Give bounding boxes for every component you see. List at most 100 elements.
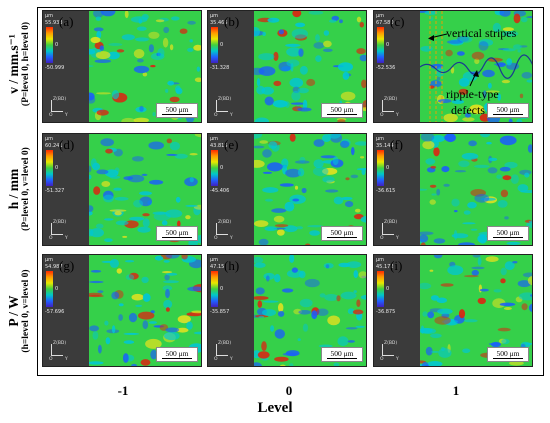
axis-z-label: Z(BD) <box>218 341 232 346</box>
scale-bar-label: 500 μm <box>496 228 520 237</box>
axis-z-label: Z(BD) <box>53 97 67 102</box>
axis-y-label: Y <box>230 236 233 241</box>
colorbar-zero: 0 <box>386 42 390 48</box>
scale-bar-label: 500 μm <box>496 349 520 358</box>
colorbar-area: μm 60.241 0 -51.327 Z(BD) O Y <box>43 134 89 245</box>
axis-z-label: Z(BD) <box>384 220 398 225</box>
scale-bar-label: 500 μm <box>330 105 354 114</box>
scale-bar: 500 μm <box>487 103 529 118</box>
scale-bar-label: 500 μm <box>165 349 189 358</box>
axis-o-label: O <box>380 236 384 241</box>
colorbar-zero: 0 <box>220 42 224 48</box>
scale-bar: 500 μm <box>156 103 198 118</box>
panel-label: (b) <box>224 14 240 29</box>
scale-bar-line <box>493 113 523 115</box>
colorbar-max: 67.580 <box>376 20 394 26</box>
colorbar-min: -51.327 <box>45 188 65 194</box>
axis-indicator: Z(BD) O Y <box>49 341 79 362</box>
axis-indicator: Z(BD) O Y <box>214 220 244 241</box>
panel-label: (e) <box>224 137 239 152</box>
colorbar-min: -45.406 <box>210 188 230 194</box>
panel-i: μm 45.172 0 -36.875 Z(BD) O Y (i) 500 μm <box>373 254 533 367</box>
colorbar-area: μm 55.933 0 -50.999 Z(BD) O Y <box>43 11 89 122</box>
colorbar-min: -36.875 <box>376 309 396 315</box>
scale-bar-line <box>327 236 357 238</box>
scale-bar: 500 μm <box>487 347 529 362</box>
axis-o-label: O <box>214 236 218 241</box>
scale-bar-label: 500 μm <box>330 228 354 237</box>
colorbar <box>377 271 384 307</box>
colorbar-min: -52.536 <box>376 65 396 71</box>
panel-a: μm 55.933 0 -50.999 Z(BD) O Y (a) 500 μm <box>42 10 202 123</box>
colorbar <box>46 27 53 63</box>
colorbar-area: μm 47.15 0 -35.857 Z(BD) O Y <box>208 255 254 366</box>
scale-bar: 500 μm <box>321 103 363 118</box>
axis-y-label: Y <box>65 236 68 241</box>
axis-indicator: Z(BD) O Y <box>214 97 244 118</box>
axis-indicator: Z(BD) O Y <box>380 220 410 241</box>
panel-f: μm 35.144 0 -36.615 Z(BD) O Y (f) 500 μm <box>373 133 533 246</box>
colorbar-area: μm 35.465 0 -31.328 Z(BD) O Y <box>208 11 254 122</box>
axis-z-label: Z(BD) <box>384 97 398 102</box>
axis-y-label: Y <box>396 357 399 362</box>
colorbar-unit: μm <box>376 257 385 263</box>
panel-label: (c) <box>390 14 405 29</box>
panel-e: μm 43.815 0 -45.406 Z(BD) O Y (e) 500 μm <box>207 133 367 246</box>
colorbar-area: μm 54.987 0 -57.696 Z(BD) O Y <box>43 255 89 366</box>
axis-z-label: Z(BD) <box>53 220 67 225</box>
panel-c: μm 67.580 0 -52.536 Z(BD) O Y (c) 500 μm <box>373 10 533 123</box>
scale-bar-label: 500 μm <box>330 349 354 358</box>
axis-y-label: Y <box>230 113 233 118</box>
panel-label: (a) <box>59 14 74 29</box>
scale-bar-line <box>162 113 192 115</box>
row-label-sub: (P=level 0, h=level 0) <box>21 21 31 107</box>
colorbar-zero: 0 <box>386 165 390 171</box>
row-label-sub: (P=level 0, v=level 0) <box>21 147 31 231</box>
height-map-i <box>420 255 532 366</box>
scale-bar-line <box>493 357 523 359</box>
colorbar <box>46 150 53 186</box>
row-label-sub: (h=level 0, v=level 0) <box>21 269 31 353</box>
colorbar <box>211 27 218 63</box>
axis-z-label: Z(BD) <box>218 220 232 225</box>
axis-indicator: Z(BD) O Y <box>49 97 79 118</box>
annotation-vertical-stripes: vertical stripes <box>446 26 517 40</box>
scale-bar-line <box>493 236 523 238</box>
colorbar-unit: μm <box>45 13 54 19</box>
colorbar-zero: 0 <box>220 286 224 292</box>
colorbar-area: μm 67.580 0 -52.536 Z(BD) O Y <box>374 11 420 122</box>
scale-bar: 500 μm <box>156 226 198 241</box>
colorbar-zero: 0 <box>55 165 59 171</box>
colorbar-unit: μm <box>210 13 219 19</box>
colorbar-area: μm 43.815 0 -45.406 Z(BD) O Y <box>208 134 254 245</box>
panel-label: (g) <box>59 258 75 273</box>
colorbar-max: 43.815 <box>210 143 228 149</box>
colorbar-max: 60.241 <box>45 143 63 149</box>
colorbar <box>211 271 218 307</box>
row-label-main: v / mm.s⁻¹ <box>6 34 21 94</box>
scale-bar-line <box>327 113 357 115</box>
colorbar-unit: μm <box>376 136 385 142</box>
colorbar-max: 35.144 <box>376 143 394 149</box>
colorbar-max: 35.465 <box>210 20 228 26</box>
colorbar-max: 45.172 <box>376 264 394 270</box>
colorbar-min: -31.328 <box>210 65 230 71</box>
axis-y-label: Y <box>396 113 399 118</box>
axis-y-label: Y <box>65 357 68 362</box>
axis-z-label: Z(BD) <box>53 341 67 346</box>
colorbar-unit: μm <box>45 257 54 263</box>
axis-o-label: O <box>214 357 218 362</box>
colorbar-area: μm 35.144 0 -36.615 Z(BD) O Y <box>374 134 420 245</box>
scale-bar: 500 μm <box>156 347 198 362</box>
axis-indicator: Z(BD) O Y <box>380 341 410 362</box>
colorbar-area: μm 45.172 0 -36.875 Z(BD) O Y <box>374 255 420 366</box>
colorbar <box>377 27 384 63</box>
annotation-ripple-defects-line2: defects <box>451 103 485 117</box>
colorbar-max: 55.933 <box>45 20 63 26</box>
colorbar-max: 54.987 <box>45 264 63 270</box>
axis-indicator: Z(BD) O Y <box>214 341 244 362</box>
panel-h: μm 47.15 0 -35.857 Z(BD) O Y (h) 500 μm <box>207 254 367 367</box>
colorbar-unit: μm <box>210 257 219 263</box>
panel-label: (f) <box>390 137 403 152</box>
height-map-c <box>420 11 532 122</box>
